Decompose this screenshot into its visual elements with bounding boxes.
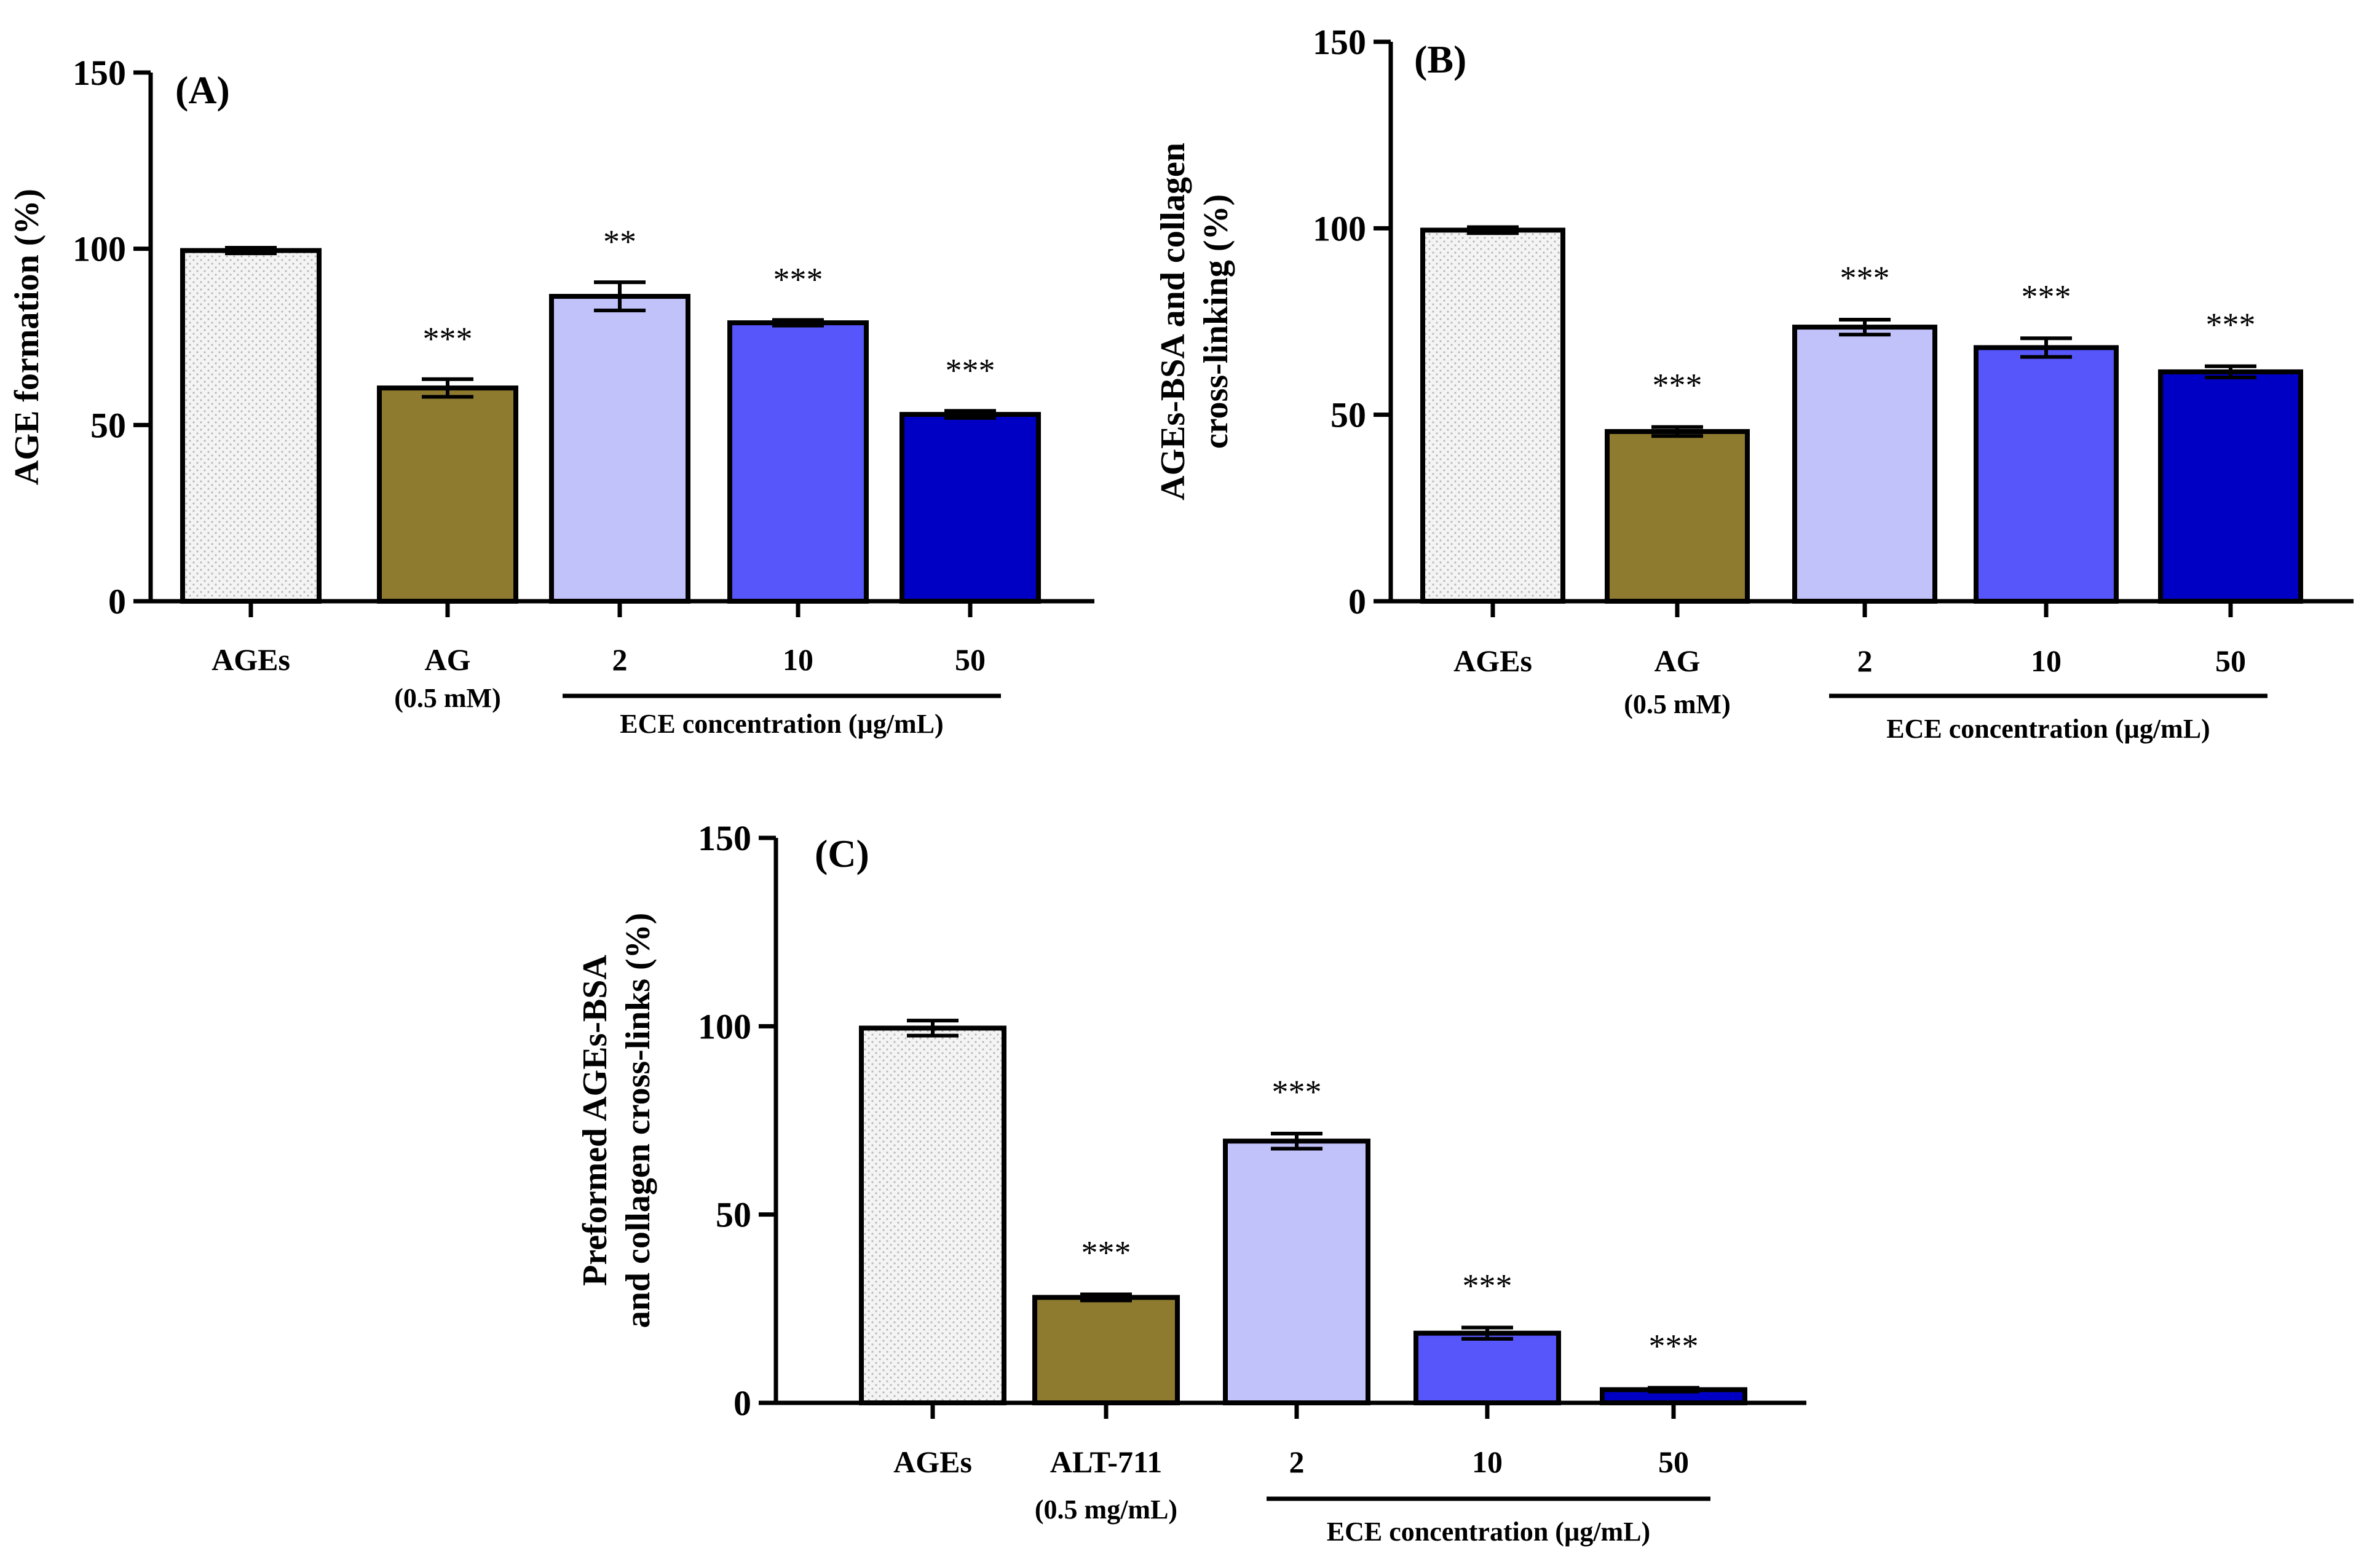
significance-marker: ***: [1272, 1073, 1322, 1110]
y-axis-label-line: AGE formation (%): [8, 189, 46, 485]
y-tick-label: 0: [733, 1383, 751, 1423]
x-tick-sublabel: (0.5 mM): [394, 683, 501, 713]
error-bar: [1467, 225, 1519, 235]
significance-marker: ***: [1649, 1327, 1699, 1364]
y-axis-label: Preformed AGEs-BSA and collagen cross-lin…: [576, 913, 657, 1328]
bar-50: [899, 412, 1041, 604]
x-tick-label: 10: [783, 642, 813, 677]
group-label: ECE concentration (µg/mL): [1886, 714, 2210, 744]
error-bar: [2205, 364, 2256, 379]
significance-marker: ***: [946, 352, 995, 389]
error-bar: [422, 377, 473, 399]
bar-10: [727, 320, 869, 604]
x-tick-label: AG: [425, 642, 471, 677]
panel-label: (B): [1414, 37, 1466, 81]
x-tick-label: ALT-711: [1050, 1445, 1163, 1479]
x-tick-label: 2: [1857, 644, 1873, 678]
significance-marker: **: [603, 223, 636, 260]
bar-50: [2158, 369, 2303, 604]
error-bar: [225, 245, 277, 256]
significance-marker: ***: [2206, 306, 2256, 343]
y-axis-label: AGE formation (%): [8, 189, 46, 485]
x-tick-label: 50: [2215, 644, 2246, 678]
bar-ag: [377, 385, 518, 604]
y-tick-label: 0: [108, 582, 126, 622]
x-tick-label: 50: [1658, 1445, 1689, 1479]
group-label: ECE concentration (µg/mL): [620, 709, 943, 739]
x-tick-label: AG: [1655, 644, 1701, 678]
bar-ag: [1605, 428, 1750, 604]
y-axis-label: AGEs-BSA and collagen cross-linking (%): [1154, 143, 1235, 500]
panel-label: (C): [815, 832, 869, 875]
error-bar: [1461, 1325, 1513, 1341]
bar-2: [1223, 1139, 1370, 1405]
y-tick-label: 150: [1313, 22, 1366, 62]
y-tick-label: 150: [73, 53, 126, 93]
x-tick-label: 10: [2031, 644, 2062, 678]
y-tick-label: 50: [1330, 395, 1366, 435]
x-tick-sublabel: (0.5 mg/mL): [1035, 1494, 1177, 1525]
bar-alt-711: [1032, 1295, 1180, 1406]
x-tick-label: 50: [955, 642, 986, 677]
x-tick-sublabel: (0.5 mM): [1624, 689, 1731, 719]
error-bar: [1839, 317, 1891, 337]
error-bar: [772, 318, 824, 328]
x-tick-label: AGEs: [212, 642, 290, 677]
error-bar: [1651, 425, 1703, 438]
y-axis-label-line: and collagen cross-links (%): [619, 913, 657, 1328]
y-tick-label: 100: [73, 229, 126, 269]
y-tick-label: 150: [698, 818, 751, 858]
y-tick-label: 100: [1313, 208, 1366, 248]
y-axis-label-line: AGEs-BSA and collagen: [1154, 143, 1192, 500]
y-axis-label-line: Preformed AGEs-BSA: [576, 955, 614, 1286]
bar-10: [1974, 345, 2119, 604]
bar-10: [1413, 1330, 1561, 1406]
x-tick-label: AGEs: [1453, 644, 1532, 678]
significance-marker: ***: [773, 261, 823, 298]
error-bar: [1080, 1292, 1132, 1303]
significance-marker: ***: [1840, 259, 1890, 296]
chart-panel-c: 0 50 100 150 (C) Preformed AGEs-BSA and collag…: [576, 818, 1806, 1547]
error-bar: [907, 1019, 959, 1038]
group-label: ECE concentration (µg/mL): [1327, 1517, 1650, 1547]
x-tick-label: 2: [612, 642, 628, 677]
error-bar: [2020, 336, 2072, 359]
y-tick-label: 0: [1348, 582, 1366, 622]
bar-2: [549, 294, 690, 604]
significance-marker: ***: [1463, 1267, 1512, 1304]
error-bar: [1648, 1386, 1699, 1394]
chart-panel-a: 0 50 100 150 (A) AGE formation (%) AGEs AG (0.5 …: [8, 53, 1094, 739]
bar-ages: [1420, 227, 1565, 604]
x-tick-label: AGEs: [893, 1445, 972, 1479]
chart-panel-b: 0 50 100 150 (B) AGEs-BSA and collagen cross-l…: [1154, 22, 2354, 744]
error-bar: [1271, 1131, 1322, 1151]
y-tick-label: 50: [90, 405, 126, 445]
bar-2: [1792, 325, 1937, 604]
y-tick-label: 100: [698, 1006, 751, 1046]
significance-marker: ***: [423, 320, 473, 357]
error-bar: [594, 280, 646, 312]
x-tick-label: 10: [1472, 1445, 1503, 1479]
bar-ages: [180, 248, 322, 604]
panel-label: (A): [175, 68, 230, 112]
significance-marker: ***: [1081, 1234, 1131, 1271]
y-tick-label: 50: [716, 1195, 751, 1235]
significance-marker: ***: [2022, 278, 2071, 315]
error-bar: [944, 409, 996, 420]
significance-marker: ***: [1653, 367, 1702, 404]
x-tick-label: 2: [1289, 1445, 1305, 1479]
y-axis-label-line: cross-linking (%): [1197, 194, 1235, 449]
bar-ages: [859, 1025, 1006, 1405]
